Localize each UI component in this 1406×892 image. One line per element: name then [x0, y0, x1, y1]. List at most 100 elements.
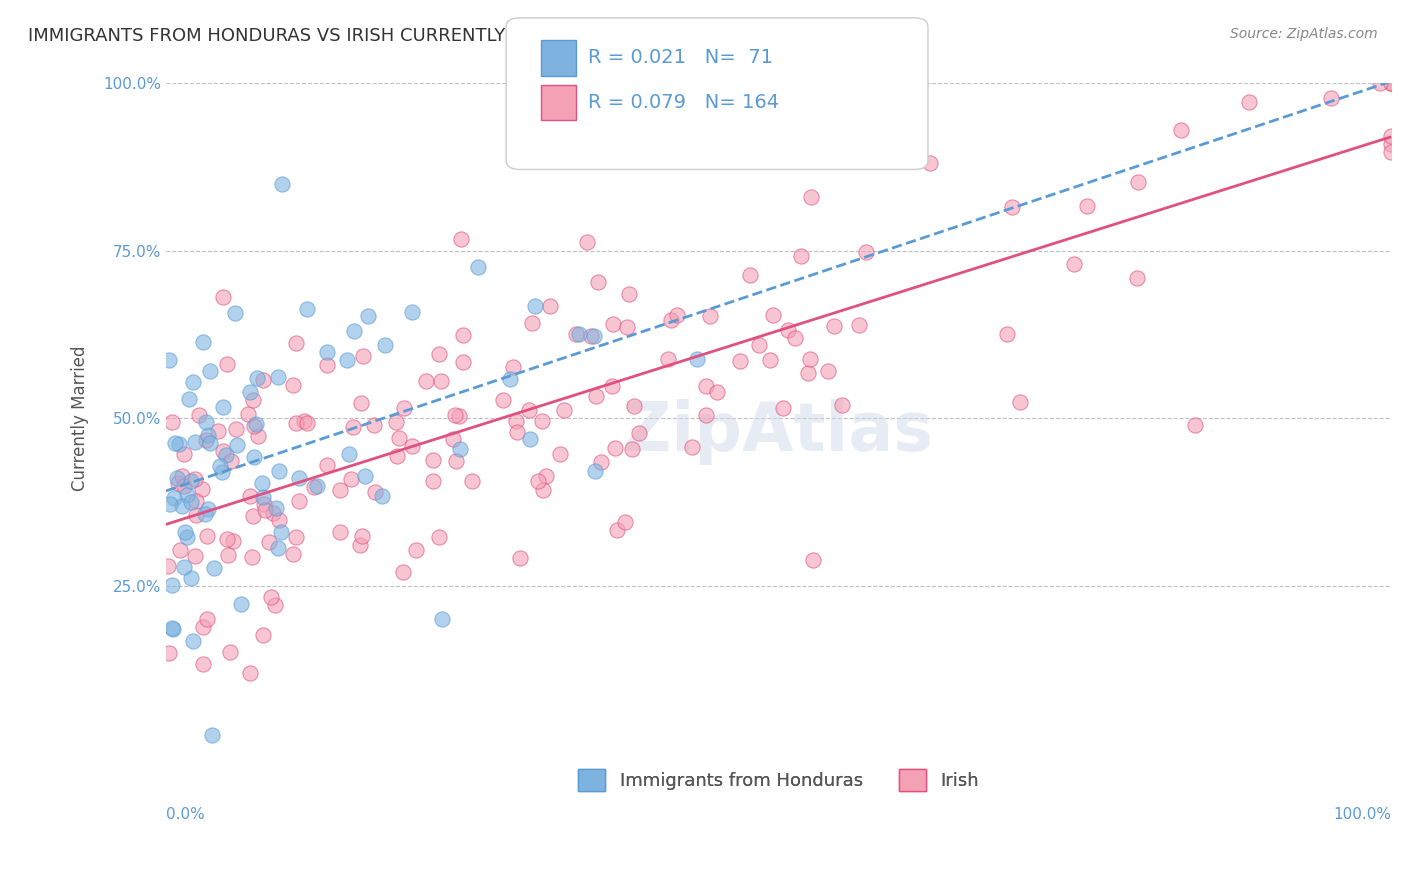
Point — [245, 417, 267, 431]
Point — [391, 566, 413, 580]
Point — [184, 472, 207, 486]
Point — [195, 612, 218, 626]
Point — [263, 598, 285, 612]
Point — [363, 418, 385, 433]
Point — [250, 476, 273, 491]
Point — [401, 439, 423, 453]
Point — [181, 634, 204, 648]
Point — [453, 354, 475, 368]
Point — [217, 358, 239, 372]
Point — [316, 458, 339, 472]
Point — [430, 612, 453, 626]
Point — [995, 327, 1018, 342]
Point — [918, 156, 941, 170]
Point — [252, 628, 274, 642]
Point — [531, 483, 554, 498]
Point — [180, 495, 202, 509]
Point — [568, 327, 591, 342]
Point — [160, 621, 183, 635]
Point — [173, 560, 195, 574]
Point — [222, 533, 245, 548]
Point — [295, 301, 318, 316]
Point — [288, 493, 311, 508]
Y-axis label: Currently Married: Currently Married — [72, 346, 89, 491]
Point — [461, 475, 484, 489]
Point — [761, 308, 783, 322]
Point — [253, 502, 276, 516]
Point — [353, 469, 375, 483]
Point — [831, 399, 853, 413]
Point — [239, 666, 262, 681]
Point — [215, 532, 238, 546]
Point — [211, 465, 233, 479]
Point — [302, 480, 325, 494]
Point — [221, 454, 243, 468]
Point — [772, 401, 794, 416]
Point — [281, 378, 304, 392]
Point — [509, 551, 531, 566]
Point — [200, 364, 222, 378]
Point — [342, 420, 364, 434]
Point — [188, 408, 211, 422]
Point — [1379, 145, 1402, 159]
Point — [242, 508, 264, 523]
Point — [553, 403, 575, 417]
Point — [392, 401, 415, 415]
Point — [606, 523, 628, 537]
Point — [602, 317, 624, 331]
Point — [177, 392, 200, 406]
Point — [166, 471, 188, 485]
Point — [1063, 257, 1085, 271]
Text: 100.0%: 100.0% — [1333, 807, 1391, 822]
Point — [855, 244, 877, 259]
Point — [748, 338, 770, 352]
Point — [267, 464, 290, 478]
Point — [1010, 395, 1032, 409]
Point — [181, 375, 204, 389]
Point — [252, 373, 274, 387]
Point — [242, 392, 264, 407]
Point — [207, 424, 229, 438]
Point — [349, 539, 371, 553]
Point — [209, 459, 232, 474]
Point — [264, 500, 287, 515]
Point — [759, 352, 782, 367]
Point — [603, 441, 626, 455]
Point — [283, 547, 305, 561]
Point — [790, 249, 813, 263]
Point — [184, 494, 207, 508]
Point — [239, 385, 262, 400]
Point — [778, 323, 800, 337]
Point — [783, 331, 806, 345]
Point — [184, 435, 207, 450]
Point — [337, 447, 360, 461]
Point — [246, 371, 269, 385]
Point — [285, 416, 308, 430]
Point — [1369, 77, 1392, 91]
Point — [197, 529, 219, 543]
Point — [257, 535, 280, 549]
Point — [197, 428, 219, 442]
Point — [565, 326, 588, 341]
Point — [162, 622, 184, 636]
Point — [260, 590, 283, 604]
Point — [517, 403, 540, 417]
Point — [586, 275, 609, 289]
Text: R = 0.079   N= 164: R = 0.079 N= 164 — [588, 93, 779, 112]
Point — [173, 525, 195, 540]
Point — [352, 529, 374, 543]
Text: 0.0%: 0.0% — [166, 807, 205, 822]
Point — [180, 474, 202, 488]
Point — [796, 366, 818, 380]
Point — [579, 329, 602, 343]
Point — [520, 316, 543, 330]
Point — [266, 541, 288, 556]
Point — [292, 414, 315, 428]
Point — [1379, 77, 1402, 91]
Point — [1239, 95, 1261, 109]
Point — [728, 354, 751, 368]
Point — [267, 513, 290, 527]
Point — [799, 352, 821, 367]
Point — [364, 484, 387, 499]
Point — [1170, 123, 1192, 137]
